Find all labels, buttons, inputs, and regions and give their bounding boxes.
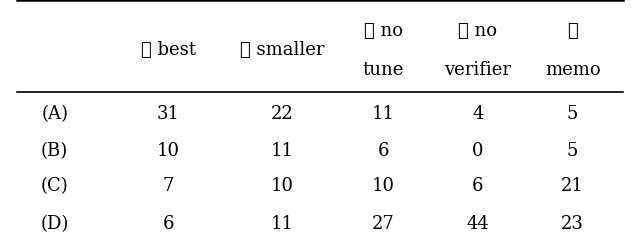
Text: ② smaller: ② smaller [240, 41, 324, 59]
Text: 6: 6 [472, 178, 484, 196]
Text: 5: 5 [567, 142, 579, 160]
Text: 0: 0 [472, 142, 484, 160]
Text: 11: 11 [271, 142, 294, 160]
Text: tune: tune [362, 61, 404, 79]
Text: 6: 6 [163, 215, 174, 233]
Text: 5: 5 [567, 105, 579, 123]
Text: (C): (C) [41, 178, 68, 196]
Text: 21: 21 [561, 178, 584, 196]
Text: ⑤ no: ⑤ no [458, 22, 497, 40]
Text: (A): (A) [41, 105, 68, 123]
Text: 11: 11 [271, 215, 294, 233]
Text: ④ no: ④ no [364, 22, 403, 40]
Text: 23: 23 [561, 215, 584, 233]
Text: 27: 27 [372, 215, 394, 233]
Text: verifier: verifier [444, 61, 511, 79]
Text: memo: memo [545, 61, 600, 79]
Text: 44: 44 [467, 215, 490, 233]
Text: (D): (D) [40, 215, 69, 233]
Text: ① best: ① best [141, 41, 196, 59]
Text: ⑥: ⑥ [567, 22, 578, 40]
Text: 10: 10 [157, 142, 180, 160]
Text: 7: 7 [163, 178, 174, 196]
Text: 4: 4 [472, 105, 484, 123]
Text: 11: 11 [372, 105, 395, 123]
Text: 22: 22 [271, 105, 294, 123]
Text: 31: 31 [157, 105, 180, 123]
Text: 10: 10 [372, 178, 395, 196]
Text: (B): (B) [41, 142, 68, 160]
Text: 10: 10 [271, 178, 294, 196]
Text: 6: 6 [378, 142, 389, 160]
